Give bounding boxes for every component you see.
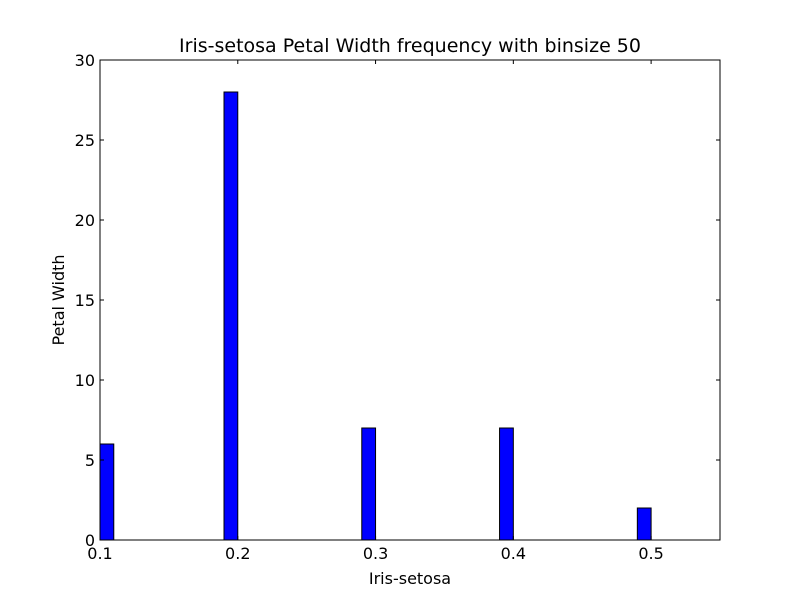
x-axis-ticks: 0.1 0.2 0.3 0.4 0.5 (87, 60, 664, 563)
x-tick-label: 0.1 (87, 544, 112, 563)
y-tick-label: 10 (75, 371, 95, 390)
y-tick-label: 30 (75, 51, 95, 70)
bar (499, 427, 514, 541)
bar (636, 507, 652, 541)
y-axis-ticks: 0 5 10 15 20 25 30 (75, 51, 720, 550)
chart-title: Iris-setosa Petal Width frequency with b… (179, 35, 641, 57)
y-tick-label: 25 (75, 131, 95, 150)
bar (361, 427, 377, 541)
y-tick-label: 20 (75, 211, 95, 230)
x-tick-label: 0.3 (363, 544, 388, 563)
bar (99, 443, 115, 541)
y-tick-label: 15 (75, 291, 95, 310)
x-tick-label: 0.2 (225, 544, 250, 563)
bars-group (99, 91, 652, 541)
y-tick-label: 5 (85, 451, 95, 470)
y-axis-label: Petal Width (49, 254, 68, 345)
x-tick-label: 0.5 (638, 544, 663, 563)
x-axis-label: Iris-setosa (369, 569, 451, 588)
y-tick-label: 0 (85, 531, 95, 550)
bar (223, 91, 239, 541)
x-tick-label: 0.4 (501, 544, 526, 563)
